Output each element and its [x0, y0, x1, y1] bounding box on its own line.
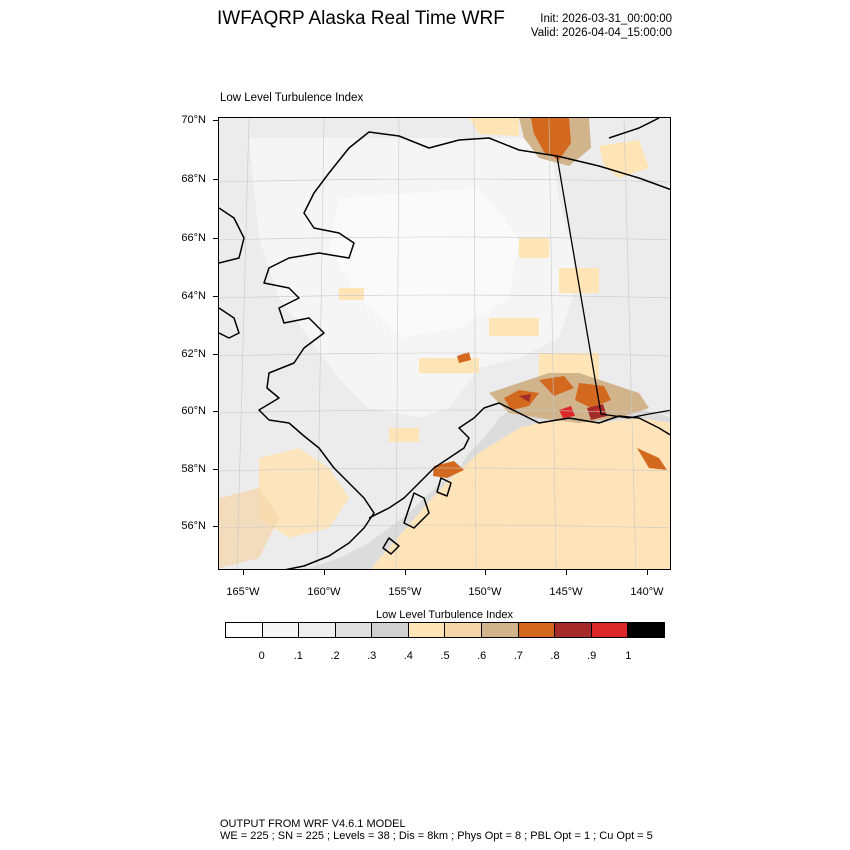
lon-label-165w: 165°W: [226, 586, 260, 598]
colorbar-tick-label: .1: [293, 650, 303, 662]
map-panel: [218, 117, 671, 570]
lat-tick: [213, 120, 218, 121]
run-info: Init: 2026-03-31_00:00:00 Valid: 2026-04…: [531, 12, 672, 40]
lon-label-140w: 140°W: [630, 586, 664, 598]
colorbar-swatch: [226, 623, 263, 637]
colorbar-tick-label: .9: [587, 650, 597, 662]
colorbar-tick-label: .8: [550, 650, 560, 662]
lat-tick: [213, 296, 218, 297]
lat-label-70n: 70°N: [181, 114, 206, 126]
lat-tick: [213, 411, 218, 412]
lon-tick: [405, 570, 406, 575]
colorbar-swatch: [482, 623, 519, 637]
north-coast-band: [469, 118, 649, 178]
lon-tick: [485, 570, 486, 575]
coastline: [219, 118, 670, 569]
lon-label-150w: 150°W: [468, 586, 502, 598]
lat-tick: [213, 469, 218, 470]
colorbar: [225, 622, 665, 638]
colorbar-tick-label: .6: [477, 650, 487, 662]
lat-label-66n: 66°N: [181, 232, 206, 244]
colorbar-swatch: [299, 623, 336, 637]
lat-label-60n: 60°N: [181, 405, 206, 417]
us-canada-border: [556, 155, 670, 419]
lon-label-155w: 155°W: [388, 586, 422, 598]
lon-tick: [324, 570, 325, 575]
graticule: [219, 118, 670, 569]
colorbar-swatch: [591, 623, 629, 637]
colorbar-tick-label: .4: [403, 650, 413, 662]
interior-white-patch: [329, 188, 519, 338]
southwest-tan-zone: [219, 488, 279, 568]
colorbar-tick-label: 0: [258, 650, 265, 662]
colorbar-swatch: [445, 623, 483, 637]
colorbar-tick-label: .2: [330, 650, 340, 662]
lat-tick: [213, 526, 218, 527]
footer-model-line: OUTPUT FROM WRF V4.6.1 MODEL: [220, 818, 406, 830]
colorbar-swatch: [518, 623, 556, 637]
gulf-tan-zone: [370, 418, 670, 569]
colorbar-swatch: [408, 623, 446, 637]
lon-label-145w: 145°W: [549, 586, 583, 598]
lat-label-62n: 62°N: [181, 348, 206, 360]
bering-tan-zone: [259, 448, 349, 538]
footer-config-line: WE = 225 ; SN = 225 ; Levels = 38 ; Dis …: [220, 830, 653, 842]
lat-label-68n: 68°N: [181, 173, 206, 185]
init-time: Init: 2026-03-31_00:00:00: [540, 13, 672, 25]
lat-label-58n: 58°N: [181, 463, 206, 475]
lon-tick: [243, 570, 244, 575]
colorbar-tick-label: 1: [625, 650, 632, 662]
colorbar-swatch: [335, 623, 373, 637]
lon-label-160w: 160°W: [307, 586, 341, 598]
colorbar-tick-label: .5: [440, 650, 450, 662]
lat-tick: [213, 179, 218, 180]
colorbar-swatch: [372, 623, 409, 637]
colorbar-tick-label: .3: [367, 650, 377, 662]
lat-tick: [213, 238, 218, 239]
map-subtitle: Low Level Turbulence Index: [220, 92, 364, 104]
lon-tick: [647, 570, 648, 575]
lat-label-64n: 64°N: [181, 290, 206, 302]
high-turbulence-band: [433, 352, 667, 478]
colorbar-tick-label: .7: [513, 650, 523, 662]
colorbar-swatch: [262, 623, 300, 637]
valid-time: Valid: 2026-04-04_15:00:00: [530, 27, 672, 39]
colorbar-swatch: [555, 623, 592, 637]
lon-tick: [566, 570, 567, 575]
model-footer: OUTPUT FROM WRF V4.6.1 MODEL WE = 225 ; …: [220, 818, 653, 842]
turbulence-map: [219, 118, 670, 569]
lat-tick: [213, 354, 218, 355]
lat-label-56n: 56°N: [181, 520, 206, 532]
main-title: IWFAQRP Alaska Real Time WRF: [217, 8, 505, 29]
colorbar-title: Low Level Turbulence Index: [376, 609, 513, 621]
colorbar-swatch: [628, 623, 664, 637]
